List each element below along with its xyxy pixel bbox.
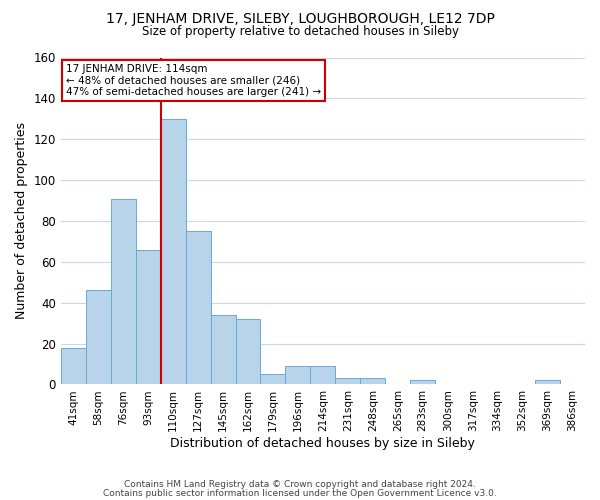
- Bar: [535, 380, 560, 384]
- Bar: [211, 315, 236, 384]
- Bar: [260, 374, 286, 384]
- Text: Size of property relative to detached houses in Sileby: Size of property relative to detached ho…: [142, 25, 458, 38]
- X-axis label: Distribution of detached houses by size in Sileby: Distribution of detached houses by size …: [170, 437, 475, 450]
- Text: 17, JENHAM DRIVE, SILEBY, LOUGHBOROUGH, LE12 7DP: 17, JENHAM DRIVE, SILEBY, LOUGHBOROUGH, …: [106, 12, 494, 26]
- Bar: [236, 319, 260, 384]
- Bar: [286, 366, 310, 384]
- Bar: [86, 290, 111, 384]
- Bar: [161, 119, 185, 384]
- Bar: [335, 378, 361, 384]
- Bar: [111, 198, 136, 384]
- Text: 17 JENHAM DRIVE: 114sqm
← 48% of detached houses are smaller (246)
47% of semi-d: 17 JENHAM DRIVE: 114sqm ← 48% of detache…: [66, 64, 321, 97]
- Bar: [185, 231, 211, 384]
- Bar: [410, 380, 435, 384]
- Bar: [310, 366, 335, 384]
- Bar: [61, 348, 86, 385]
- Text: Contains HM Land Registry data © Crown copyright and database right 2024.: Contains HM Land Registry data © Crown c…: [124, 480, 476, 489]
- Y-axis label: Number of detached properties: Number of detached properties: [15, 122, 28, 320]
- Text: Contains public sector information licensed under the Open Government Licence v3: Contains public sector information licen…: [103, 488, 497, 498]
- Bar: [361, 378, 385, 384]
- Bar: [136, 250, 161, 384]
